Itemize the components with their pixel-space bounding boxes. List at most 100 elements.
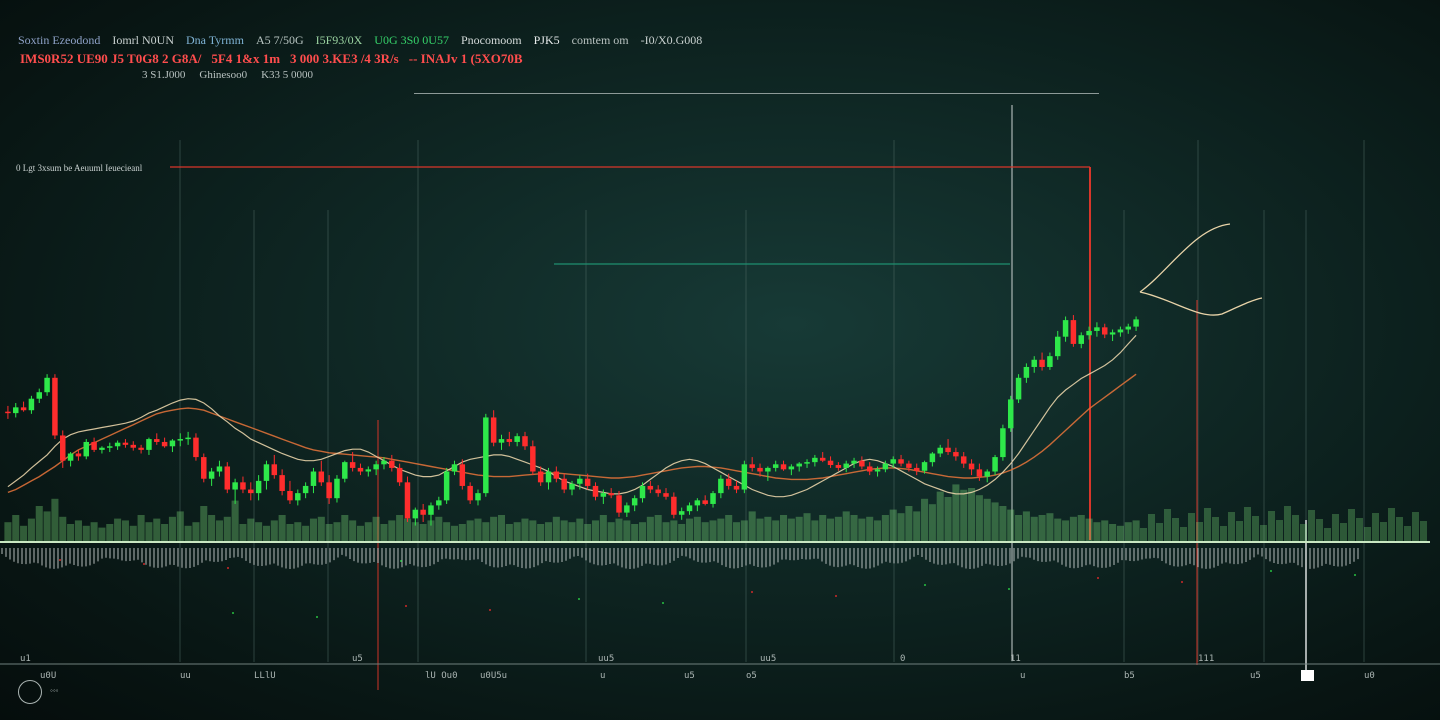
candle-body [639,485,646,499]
volume-bar [1124,522,1132,542]
volume-bar [827,518,835,542]
volume-bar [599,515,607,542]
candle-body [490,417,497,443]
x-tick-label: u5 [684,671,695,681]
volume-bar [129,525,137,542]
volume-bar-ext [1308,510,1315,542]
candle-body [1015,377,1022,400]
candle-body [146,439,152,450]
candle-body [921,462,928,471]
volume-bar-ext [1396,517,1403,542]
volume-bar [968,488,976,542]
candle-body [67,453,74,461]
volume-bar-ext [1340,523,1347,542]
candle-body [365,469,372,472]
x-tick-label: LLlU [254,671,276,681]
volume-bar [607,522,615,542]
candle-body [161,441,168,447]
volume-bar-ext [1252,516,1259,542]
volume-bar [396,515,404,542]
volume-bar [975,495,983,542]
crosshair-handle[interactable] [1301,670,1314,681]
x-tick-label: u0 [1364,671,1375,681]
volume-bar [294,522,302,542]
candle-body [475,493,481,501]
x-tick-label: lU Ou0 [425,671,458,681]
volume-bar [325,524,333,542]
candle-body [757,467,763,472]
candle-body [772,464,779,468]
candle-body [107,446,113,448]
candle-body [953,452,959,457]
candle-body [1023,366,1030,378]
volume-bar-ext [1236,521,1243,542]
header-item-9: -I0/X0.G008 [640,33,703,47]
volume-bar [59,516,67,542]
candle-body [1094,327,1100,331]
volume-bar [490,516,498,542]
candle-body [154,439,160,442]
candle-body [28,398,35,411]
candle-body [1039,359,1045,367]
candle-body [483,417,489,494]
volume-bar-ext [1228,512,1235,542]
candle-body [20,407,27,411]
volume-bar-ext [1412,512,1419,542]
candle-body [271,464,278,476]
volume-bar [584,524,592,542]
volume-bar [960,489,968,542]
volume-bar [231,500,239,542]
candle-body [1133,319,1139,327]
volume-bar [20,525,28,542]
candle-body [248,489,254,494]
volume-bar [302,525,310,542]
candle-body [851,460,857,464]
volume-bar [740,520,748,542]
candle-body [874,469,881,472]
candle-body [459,464,466,486]
candle-body [804,462,810,464]
volume-bar-ext [1380,522,1387,542]
header-line-3: 3 S1.J000 Ghinesoo0 K33 5 0000 [142,69,327,81]
volume-bar [725,515,733,542]
header-item-1: Iomrl N0UN [112,33,174,47]
volume-bar [270,520,278,542]
candle-body [498,439,505,443]
candle-body [138,447,144,450]
candle-body [5,411,11,414]
candle-body [75,453,82,457]
noise-dot [662,602,664,604]
volume-bar [90,522,98,542]
candle-body [545,471,552,483]
candle-body [749,464,755,468]
candle-body [1125,326,1131,330]
x-tick-label: 11 [1010,654,1021,664]
volume-bar [67,524,75,542]
x-tick-label: u5 [1250,671,1261,681]
volume-bar [678,524,686,542]
volume-bar [106,524,114,542]
volume-bar-ext [1204,508,1211,542]
volume-bar [897,513,905,542]
candle-body [600,493,607,497]
candle-body [569,483,575,490]
candle-body [992,457,998,472]
volume-bar [1093,522,1101,542]
volume-bar-ext [1324,528,1331,542]
candle-body [1117,329,1124,333]
ohlc-item-1: 5F4 1&x 1m [211,51,281,66]
volume-bar [333,522,341,542]
candle-body [443,471,450,501]
ohlc-item-0: IMS0R52 UE90 J5 T0G8 2 G8A/ [20,51,202,66]
volume-bar [544,522,553,542]
volume-bar [349,520,357,542]
volume-bar [317,516,325,542]
candle-body [624,505,630,513]
candle-body [287,490,293,501]
noise-dot [1354,574,1356,576]
candle-body [1078,335,1084,344]
volume-bar [936,491,944,542]
volume-bar [983,498,991,542]
volume-bar [795,516,803,542]
